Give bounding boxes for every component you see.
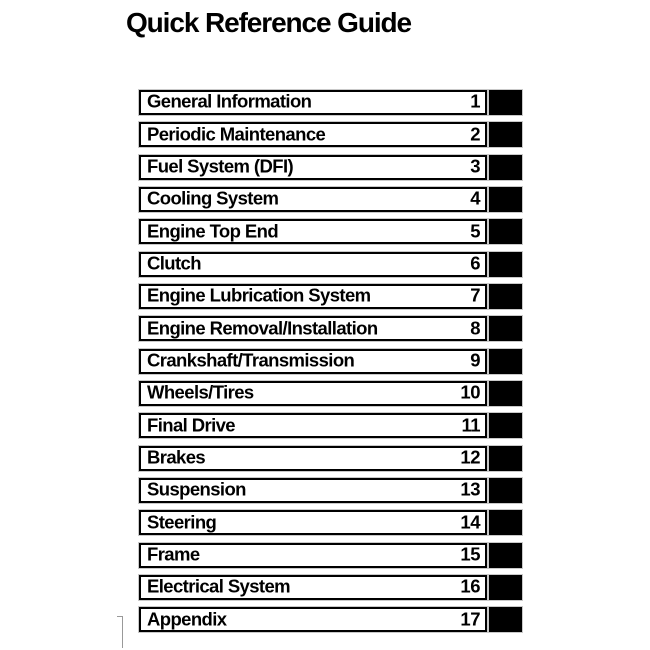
- chapter-label: Engine Removal/Installation: [147, 317, 378, 339]
- chapter-box: General Information 1: [139, 90, 487, 115]
- chapter-box: Engine Top End 5: [139, 219, 487, 245]
- toc-row: Brakes 12: [139, 445, 522, 471]
- chapter-label: Clutch: [147, 252, 202, 274]
- toc-row: General Information 1: [139, 90, 522, 115]
- chapter-number: 4: [470, 187, 480, 209]
- chapter-number: 2: [470, 123, 480, 145]
- toc-row: Periodic Maintenance 2: [139, 122, 522, 148]
- chapter-box: Crankshaft/Transmission 9: [139, 348, 487, 374]
- chapter-box: Steering 14: [139, 510, 487, 536]
- chapter-number: 10: [460, 381, 480, 403]
- chapter-number: 7: [470, 284, 480, 306]
- chapter-box: Cooling System 4: [139, 186, 487, 212]
- chapter-number: 13: [460, 478, 480, 500]
- chapter-label: Suspension: [147, 478, 246, 500]
- chapter-label: Crankshaft/Transmission: [147, 349, 355, 371]
- chapter-number: 5: [470, 220, 480, 242]
- chapter-number: 9: [470, 349, 480, 371]
- chapter-label: Fuel System (DFI): [147, 155, 294, 177]
- chapter-box: Clutch 6: [139, 251, 487, 277]
- chapter-box: Engine Removal/Installation 8: [139, 316, 487, 342]
- chapter-label: Steering: [147, 511, 217, 533]
- chapter-tab-marker: [489, 251, 522, 277]
- chapter-tab-marker: [489, 186, 522, 212]
- chapter-box: Brakes 12: [139, 445, 487, 471]
- chapter-tab-marker: [489, 219, 522, 245]
- chapter-label: General Information: [147, 90, 312, 112]
- chapter-label: Cooling System: [147, 187, 279, 209]
- toc-row: Appendix 17: [139, 607, 522, 633]
- chapter-number: 16: [460, 575, 480, 597]
- page-title: Quick Reference Guide: [126, 7, 412, 38]
- chapter-tab-marker: [489, 316, 522, 342]
- toc-row: Engine Removal/Installation 8: [139, 316, 522, 342]
- chapter-tab-marker: [489, 413, 522, 439]
- chapter-box: Wheels/Tires 10: [139, 380, 487, 406]
- chapter-number: 15: [460, 543, 480, 565]
- chapter-number: 14: [460, 511, 480, 533]
- toc-row: Steering 14: [139, 510, 522, 536]
- toc-row: Electrical System 16: [139, 574, 522, 600]
- toc-row: Engine Lubrication System 7: [139, 283, 522, 309]
- chapter-label: Final Drive: [147, 414, 236, 436]
- chapter-tab-marker: [489, 542, 522, 568]
- chapter-tab-marker: [489, 283, 522, 309]
- toc-row: Wheels/Tires 10: [139, 380, 522, 406]
- toc-row: Engine Top End 5: [139, 219, 522, 245]
- chapter-number: 1: [470, 90, 480, 112]
- chapter-number: 12: [460, 446, 480, 468]
- chapter-label: Frame: [147, 543, 200, 565]
- chapter-tab-marker: [489, 510, 522, 536]
- chapter-number: 6: [470, 252, 480, 274]
- toc-row: Final Drive 11: [139, 413, 522, 439]
- chapter-box: Electrical System 16: [139, 574, 487, 600]
- toc-row: Frame 15: [139, 542, 522, 568]
- chapter-number: 11: [461, 414, 480, 436]
- chapter-box: Frame 15: [139, 542, 487, 568]
- chapter-label: Brakes: [147, 446, 206, 468]
- chapter-label: Electrical System: [147, 575, 291, 597]
- toc-row: Cooling System 4: [139, 186, 522, 212]
- chapter-tab-marker: [489, 154, 522, 180]
- chapter-box: Fuel System (DFI) 3: [139, 154, 487, 180]
- chapter-box: Suspension 13: [139, 477, 487, 503]
- toc-row: Crankshaft/Transmission 9: [139, 348, 522, 374]
- chapter-tab-marker: [489, 445, 522, 471]
- chapter-label: Wheels/Tires: [147, 381, 254, 403]
- chapter-box: Engine Lubrication System 7: [139, 283, 487, 309]
- toc-list: General Information 1 Periodic Maintenan…: [139, 90, 522, 633]
- chapter-tab-marker: [489, 122, 522, 148]
- chapter-label: Engine Top End: [147, 220, 279, 242]
- chapter-number: 3: [470, 155, 480, 177]
- chapter-number: 17: [460, 608, 480, 629]
- chapter-tab-marker: [489, 574, 522, 600]
- toc-row: Clutch 6: [139, 251, 522, 277]
- chapter-tab-marker: [489, 477, 522, 503]
- chapter-box: Final Drive 11: [139, 413, 487, 439]
- toc-row: Suspension 13: [139, 477, 522, 503]
- chapter-label: Periodic Maintenance: [147, 123, 326, 145]
- page-corner-mark: [117, 616, 123, 648]
- chapter-tab-marker: [489, 348, 522, 374]
- chapter-number: 8: [470, 317, 480, 339]
- chapter-tab-marker: [489, 380, 522, 406]
- chapter-tab-marker: [489, 90, 522, 115]
- chapter-label: Engine Lubrication System: [147, 284, 371, 306]
- chapter-box: Appendix 17: [139, 607, 487, 633]
- chapter-tab-marker: [489, 607, 522, 633]
- chapter-label: Appendix: [147, 608, 227, 629]
- toc-row: Fuel System (DFI) 3: [139, 154, 522, 180]
- chapter-box: Periodic Maintenance 2: [139, 122, 487, 148]
